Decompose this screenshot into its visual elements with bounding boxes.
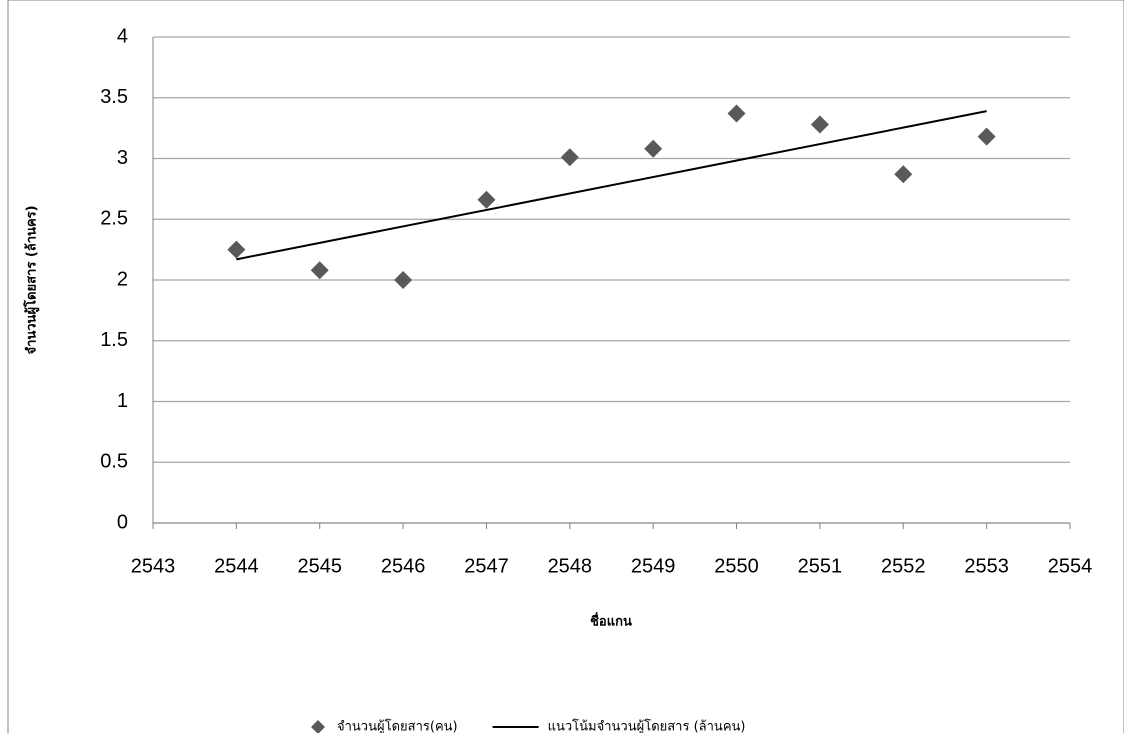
x-tick-label: 2551: [798, 555, 843, 577]
y-axis-title: จำนวนผู้โดยสาร (ล้านคร): [23, 205, 40, 354]
scatter-point: [644, 139, 663, 158]
x-tick-label: 2543: [131, 555, 176, 577]
x-axis-title: ชื่อแกน: [590, 612, 632, 630]
x-tick-label: 2544: [214, 555, 259, 577]
scatter-point: [977, 127, 996, 146]
scatter-point: [894, 165, 913, 184]
x-tick-label: 2553: [964, 555, 1009, 577]
legend-label: จำนวนผู้โดยสาร(คน): [337, 719, 458, 733]
scatter-point: [477, 190, 496, 209]
x-tick-label: 2552: [881, 555, 926, 577]
x-tick-label: 2548: [548, 555, 593, 577]
y-tick-label: 1: [117, 390, 128, 412]
legend-marker: [311, 720, 325, 733]
y-tick-label: 2.5: [100, 208, 128, 230]
y-tick-label: 3: [117, 147, 128, 169]
x-tick-label: 2550: [714, 555, 759, 577]
scatter-point: [560, 148, 579, 167]
y-tick-label: 4: [117, 25, 128, 47]
scatter-point: [227, 240, 246, 259]
scatter-point: [727, 104, 746, 123]
scatter-point: [810, 115, 829, 134]
x-tick-label: 2546: [381, 555, 426, 577]
y-tick-label: 3.5: [100, 86, 128, 108]
x-tick-label: 2554: [1048, 555, 1093, 577]
trend-line: [236, 110, 987, 261]
y-tick-label: 0: [117, 511, 128, 533]
scatter-point: [310, 261, 329, 280]
x-tick-label: 2545: [297, 555, 342, 577]
y-tick-label: 0.5: [100, 451, 128, 473]
x-tick-label: 2547: [464, 555, 509, 577]
y-tick-label: 2: [117, 268, 128, 290]
x-tick-label: 2549: [631, 555, 676, 577]
chart-frame: [7, 0, 1124, 733]
scatter-point: [394, 271, 413, 289]
legend-label: แนวโน้มจำนวนผู้โดยสาร (ล้านคน): [548, 719, 746, 733]
y-tick-label: 1.5: [100, 329, 128, 351]
